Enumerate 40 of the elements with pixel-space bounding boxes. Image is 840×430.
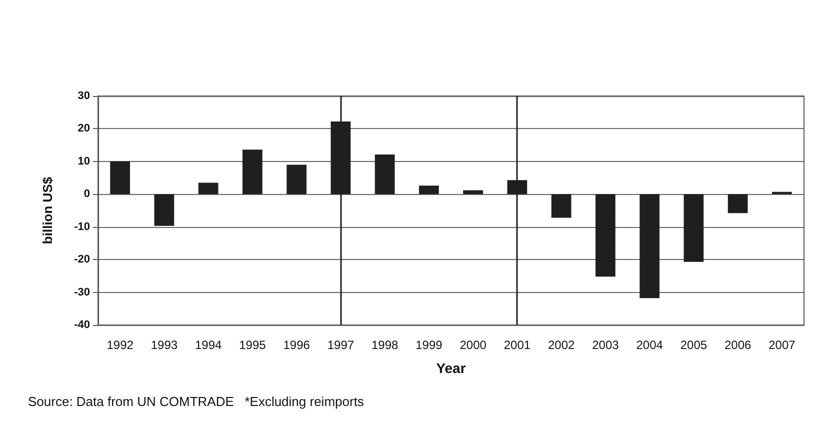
y-axis-title: billion US$ xyxy=(40,176,55,244)
x-tick-label: 2001 xyxy=(504,338,531,352)
x-tick-label: 2004 xyxy=(636,338,664,352)
bar xyxy=(728,194,748,214)
x-tick-label: 2005 xyxy=(680,338,708,352)
x-tick-label: 2003 xyxy=(592,338,620,352)
x-tick-label: 1998 xyxy=(371,338,398,352)
x-tick-label: 1997 xyxy=(327,338,354,352)
bar xyxy=(551,194,572,218)
bar xyxy=(596,194,616,277)
x-tick-label: 2002 xyxy=(548,338,575,352)
bar xyxy=(419,186,439,194)
x-tick-label: 1992 xyxy=(106,338,134,352)
bar xyxy=(286,164,306,194)
y-tick-label: -20 xyxy=(74,254,90,266)
bar xyxy=(640,194,660,298)
y-tick-label: 0 xyxy=(84,188,90,200)
y-tick-label: -30 xyxy=(74,286,90,298)
y-tick-label: 30 xyxy=(78,90,90,102)
bar xyxy=(463,190,483,194)
bar xyxy=(198,182,218,194)
bar xyxy=(684,194,704,262)
x-tick-label: 1999 xyxy=(416,338,443,352)
x-tick-label: 1994 xyxy=(194,338,222,352)
source-note: Source: Data from UN COMTRADE *Excluding reimports xyxy=(28,394,364,409)
x-tick-label: 2006 xyxy=(724,338,752,352)
x-tick-label: 1995 xyxy=(239,338,266,352)
x-tick-label: 1993 xyxy=(150,338,178,352)
bar xyxy=(154,194,174,226)
y-tick-label: -40 xyxy=(74,319,90,331)
bar xyxy=(374,154,395,194)
x-tick-label: 2007 xyxy=(768,338,796,352)
bar xyxy=(110,161,130,194)
bar xyxy=(242,150,262,194)
y-tick-label: 20 xyxy=(78,122,90,135)
x-tick-label: 1996 xyxy=(283,338,310,352)
x-tick-label: 2000 xyxy=(460,338,487,352)
y-tick-label: 10 xyxy=(78,155,90,168)
x-axis-title: Year xyxy=(436,360,466,376)
y-tick-label: -10 xyxy=(74,220,90,233)
